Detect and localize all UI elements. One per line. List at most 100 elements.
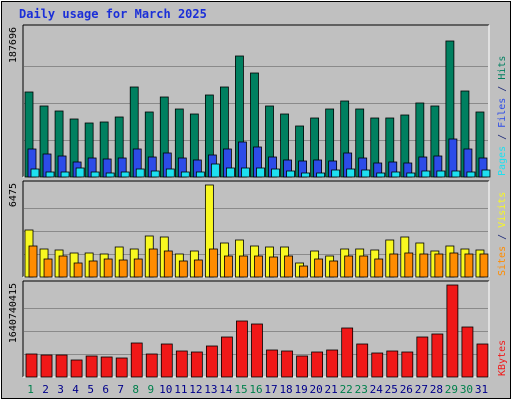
legend-pages-files-hits: Pages / Files / Hits (497, 56, 508, 176)
bar-sites-day-16 (254, 255, 263, 278)
bar-sites-day-29 (449, 252, 459, 278)
bar-kbytes-day-5 (85, 355, 98, 378)
bar-pages-day-13 (210, 163, 220, 178)
legend-segment: KBytes (497, 340, 508, 376)
legend-kbytes: KBytes (497, 340, 508, 376)
x-tick-label-day-29: 29 (445, 383, 458, 396)
bar-pages-day-20 (316, 172, 326, 178)
x-tick-label-day-13: 13 (204, 383, 217, 396)
bar-sites-day-7 (118, 259, 128, 278)
bar-kbytes-day-14 (221, 336, 233, 378)
bar-sites-day-23 (359, 255, 369, 278)
x-tick-label-day-21: 21 (325, 383, 338, 396)
bar-pages-day-28 (436, 170, 446, 178)
bar-sites-day-20 (314, 258, 324, 278)
bar-pages-day-15 (241, 167, 250, 178)
bar-kbytes-day-21 (326, 349, 339, 378)
bar-kbytes-day-30 (461, 326, 474, 378)
chart-title: Daily usage for March 2025 (19, 7, 207, 21)
bar-kbytes-day-17 (266, 349, 278, 378)
bar-kbytes-day-12 (190, 351, 203, 378)
bar-pages-day-7 (120, 171, 130, 178)
bar-kbytes-day-2 (40, 354, 53, 378)
bar-pages-day-17 (271, 168, 280, 178)
bar-pages-day-21 (331, 169, 341, 178)
bar-pages-day-16 (256, 167, 265, 178)
bar-sites-day-28 (434, 253, 444, 278)
x-tick-label-day-2: 2 (42, 383, 49, 396)
ymax-label-kbytes: 1640740415 (8, 283, 19, 343)
bar-pages-day-22 (346, 168, 356, 178)
bar-pages-day-12 (195, 171, 205, 178)
bar-kbytes-day-3 (55, 354, 68, 378)
bar-sites-day-4 (73, 262, 83, 278)
bar-pages-day-5 (90, 171, 100, 178)
bar-sites-day-30 (464, 253, 474, 278)
bar-pages-day-6 (105, 172, 115, 178)
legend-segment: / (497, 80, 508, 98)
bar-pages-day-9 (150, 170, 160, 178)
legend-segment: Hits (497, 56, 508, 80)
x-tick-label-day-6: 6 (102, 383, 109, 396)
x-tick-label-day-25: 25 (385, 383, 398, 396)
x-tick-label-day-11: 11 (174, 383, 187, 396)
bar-kbytes-day-20 (311, 351, 324, 378)
bar-kbytes-day-19 (296, 355, 308, 378)
bar-pages-day-14 (226, 167, 235, 178)
bar-pages-day-10 (165, 168, 175, 178)
x-tick-label-day-5: 5 (87, 383, 94, 396)
bar-kbytes-day-1 (25, 353, 38, 378)
x-tick-label-day-31: 31 (475, 383, 488, 396)
x-tick-label-day-10: 10 (159, 383, 172, 396)
bar-kbytes-day-28 (431, 333, 444, 378)
bar-sites-day-1 (28, 245, 38, 278)
bar-pages-day-31 (481, 169, 491, 178)
bar-pages-day-30 (466, 171, 476, 178)
x-tick-label-day-9: 9 (147, 383, 154, 396)
bar-pages-day-26 (406, 172, 416, 178)
bar-kbytes-day-26 (401, 351, 414, 378)
bar-kbytes-day-18 (281, 350, 293, 378)
bar-pages-day-23 (361, 169, 371, 178)
bar-sites-day-8 (133, 258, 143, 278)
bar-pages-day-29 (451, 170, 461, 178)
bar-kbytes-day-8 (130, 342, 143, 378)
bar-sites-day-26 (404, 252, 414, 278)
x-tick-label-day-28: 28 (430, 383, 443, 396)
bar-sites-day-18 (284, 255, 293, 278)
x-tick-label-day-4: 4 (72, 383, 79, 396)
x-tick-label-day-26: 26 (400, 383, 413, 396)
bar-kbytes-day-7 (115, 357, 128, 378)
x-tick-label-day-19: 19 (294, 383, 307, 396)
bar-sites-day-15 (239, 255, 248, 278)
x-tick-label-day-24: 24 (370, 383, 384, 396)
x-tick-label-day-23: 23 (355, 383, 368, 396)
x-tick-label-day-30: 30 (460, 383, 473, 396)
bar-pages-day-11 (180, 171, 190, 178)
bar-sites-day-27 (419, 253, 429, 278)
bar-kbytes-day-29 (446, 284, 459, 378)
x-tick-label-day-20: 20 (310, 383, 323, 396)
bar-pages-day-8 (135, 168, 145, 178)
legend-segment: Files (497, 98, 508, 128)
bar-sites-day-31 (479, 253, 489, 278)
legend-sites-visits: Sites / Visits (497, 192, 508, 276)
bar-sites-day-22 (344, 255, 354, 278)
bar-pages-day-19 (301, 172, 310, 178)
bar-sites-day-5 (88, 260, 98, 278)
legend-segment: Sites (497, 246, 508, 276)
x-tick-label-day-8: 8 (132, 383, 139, 396)
x-tick-label-day-1: 1 (27, 383, 34, 396)
bar-kbytes-day-13 (205, 345, 218, 378)
bar-sites-day-9 (148, 248, 158, 278)
bar-sites-day-12 (193, 259, 203, 278)
bar-kbytes-day-15 (236, 320, 248, 378)
legend-segment: / (497, 228, 508, 246)
bar-kbytes-day-16 (251, 323, 263, 378)
bar-sites-day-25 (389, 253, 399, 278)
x-tick-label-day-16: 16 (249, 383, 262, 396)
bar-kbytes-day-22 (341, 327, 354, 378)
